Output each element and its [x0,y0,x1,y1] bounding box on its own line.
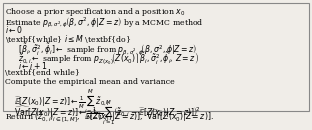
Text: $\widehat{\mathbb{E}}[Z(x_0)|Z=z)] \leftarrow \frac{1}{M}\sum_{i=1}^{M}\tilde{z}: $\widehat{\mathbb{E}}[Z(x_0)|Z=z)] \left… [14,88,110,116]
FancyBboxPatch shape [3,3,309,111]
Text: \textbf{while} $i \leq M$ \textbf{do}: \textbf{while} $i \leq M$ \textbf{do} [5,33,131,45]
Text: $i \leftarrow 0$: $i \leftarrow 0$ [5,24,23,35]
Text: Estimate $p_{\beta,\sigma^2,\phi}\!\left(\beta, \sigma^2, \phi|Z=z\right)$ by a : Estimate $p_{\beta,\sigma^2,\phi}\!\left… [5,15,204,30]
Text: Return $(\tilde{z}_{0,i})_{i\in[1,M]}$,  $\widehat{\mathbb{E}}[Z(x_0)|Z=z)]$,  $: Return $(\tilde{z}_{0,i})_{i\in[1,M]}$, … [5,108,214,124]
Text: Compute the empirical mean and variance: Compute the empirical mean and variance [5,78,175,86]
Text: \textbf{end while}: \textbf{end while} [5,69,80,77]
Text: $\widehat{\mathrm{Var}}[Z(x_0)|Z=z)] \leftarrow \frac{1}{M-1}\sum_{i=1}^{M}\!\le: $\widehat{\mathrm{Var}}[Z(x_0)|Z=z)] \le… [14,99,200,127]
Text: Choose a prior specification and a position $x_0$: Choose a prior specification and a posit… [5,6,185,18]
Text: $\tilde{z}_{0,i} \leftarrow$ sample from $p_{Z(x_0)}\!\left(Z(x_0)\,|\,\tilde{\b: $\tilde{z}_{0,i} \leftarrow$ sample from… [18,51,199,67]
Text: $i \leftarrow i+1$: $i \leftarrow i+1$ [18,60,48,71]
Text: $[\tilde{\beta}_i, \tilde{\sigma}_i^2, \tilde{\phi}_i] \leftarrow$ sample from $: $[\tilde{\beta}_i, \tilde{\sigma}_i^2, \… [18,42,197,57]
